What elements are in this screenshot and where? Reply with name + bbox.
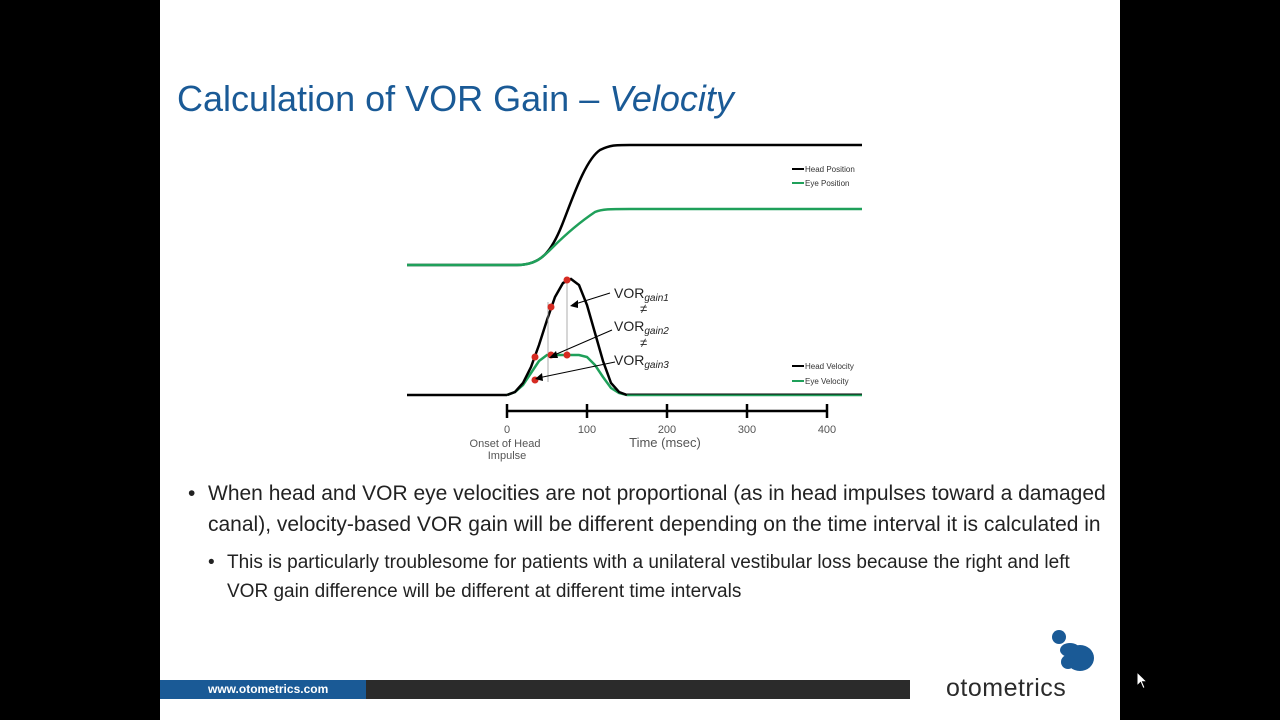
bullet-list: • When head and VOR eye velocities are n… [188, 478, 1108, 606]
legend-head-velocity: Head Velocity [805, 362, 854, 371]
otometrics-logo-icon [1052, 630, 1094, 671]
onset-label-1: Onset of Head [470, 438, 541, 450]
bottom-legend: Head Velocity Eye Velocity [792, 362, 854, 386]
top-legend: Head Position Eye Position [792, 165, 855, 188]
x-tick-label: 200 [658, 424, 676, 436]
head-velocity-marker [531, 353, 539, 361]
title-italic: Velocity [609, 78, 734, 119]
footer-url-bar [160, 680, 366, 699]
arrow-gain3-head [535, 373, 543, 381]
x-tick-label: 0 [504, 424, 510, 436]
x-tick-label: 100 [578, 424, 596, 436]
head-velocity-marker [563, 276, 571, 284]
brand-name: otometrics [946, 674, 1067, 702]
footer-dark-bar [366, 680, 910, 699]
bullet-dot: • [188, 482, 196, 505]
arrow-gain1 [571, 292, 611, 306]
title-main: Calculation of VOR Gain – [177, 78, 610, 119]
bullet-main-text: When head and VOR eye velocities are not… [208, 482, 1106, 536]
slide: Calculation of VOR Gain – Velocity Head … [160, 0, 1120, 720]
marked-points [531, 276, 571, 384]
x-axis-label: Time (msec) [629, 435, 701, 450]
vor-gain-figure: Head Position Eye Position VORgain1 ≠ VO… [407, 143, 862, 462]
mouse-cursor-icon [1136, 671, 1149, 690]
legend-head-position: Head Position [805, 165, 855, 174]
vor-gain3-label: VORgain3 [614, 352, 669, 371]
arrow-gain1-head [570, 300, 578, 308]
eye-velocity-marker [563, 351, 571, 359]
x-tick-label: 300 [738, 424, 756, 436]
slide-title: Calculation of VOR Gain – Velocity [177, 78, 734, 120]
arrow-gain2-head [549, 351, 558, 358]
bullet-main: • When head and VOR eye velocities are n… [188, 478, 1108, 540]
arrow-gain2 [551, 329, 613, 357]
legend-eye-position: Eye Position [805, 179, 849, 188]
vor-gain1-label: VORgain1 [614, 285, 669, 304]
x-tick-label: 400 [818, 424, 836, 436]
eye-position-curve [407, 207, 862, 267]
bullet-sub-text: This is particularly troublesome for pat… [227, 552, 1070, 602]
neq-2: ≠ [640, 335, 647, 350]
footer-url[interactable]: www.otometrics.com [208, 682, 329, 696]
onset-label-2: Impulse [488, 450, 527, 462]
arrow-gain3 [537, 361, 616, 379]
bullet-dot: • [208, 552, 215, 573]
vor-gain2-label: VORgain2 [614, 318, 669, 337]
head-velocity-marker [547, 303, 555, 311]
legend-eye-velocity: Eye Velocity [805, 377, 849, 386]
x-axis-ticks: 0 100 200 300 400 [504, 404, 836, 436]
bullet-sub: • This is particularly troublesome for p… [208, 548, 1108, 606]
head-position-curve [407, 143, 862, 267]
neq-1: ≠ [640, 301, 647, 316]
